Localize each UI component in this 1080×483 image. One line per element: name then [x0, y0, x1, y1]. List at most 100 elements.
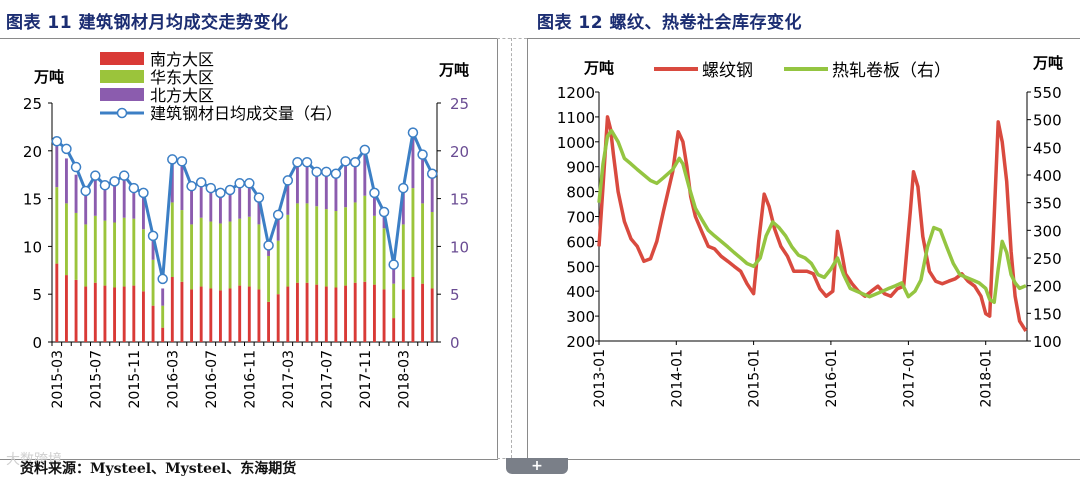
x-tick-label: 2017-01 — [901, 349, 917, 408]
bar-east — [372, 215, 376, 285]
y2-tick-label: 15 — [450, 191, 469, 209]
bar-east — [84, 224, 88, 287]
point-daily-volume — [340, 156, 351, 167]
bar-south — [103, 285, 107, 342]
point-daily-volume — [417, 149, 428, 160]
y-tick-label: 800 — [566, 184, 595, 202]
x-tick-label: 2016-11 — [242, 350, 258, 409]
bar-east — [401, 224, 405, 290]
bar-east — [103, 220, 107, 286]
y2-tick-label: 150 — [1033, 305, 1062, 323]
bar-east — [218, 223, 222, 291]
bar-south — [199, 286, 203, 342]
legend-swatch-bar-south — [100, 52, 144, 65]
y2-tick-label: 250 — [1033, 250, 1062, 268]
bar-east — [247, 216, 251, 287]
bar-east — [353, 202, 357, 283]
y-tick-label: 1000 — [557, 134, 595, 152]
y-tick-label: 300 — [566, 308, 595, 326]
bar-north — [372, 190, 376, 216]
bar-south — [55, 263, 59, 342]
bar-south — [180, 281, 184, 342]
point-daily-volume — [70, 161, 82, 173]
bar-east — [392, 283, 396, 319]
bar-north — [305, 162, 309, 204]
y2-tick-label: 450 — [1033, 139, 1062, 157]
y-axis-unit-right: 万吨 — [1032, 54, 1063, 72]
bar-north — [334, 169, 338, 212]
bar-north — [247, 185, 251, 217]
point-daily-volume — [234, 178, 245, 189]
figure-left-title: 图表 11 建筑钢材月均成交走势变化 — [6, 13, 289, 33]
x-tick-label: 2015-07 — [88, 350, 104, 409]
point-daily-volume — [244, 178, 255, 189]
bar-north — [122, 177, 126, 218]
bar-south — [363, 281, 367, 342]
bar-east — [228, 221, 232, 289]
x-tick-label: 2016-07 — [204, 350, 220, 409]
point-daily-volume — [330, 168, 342, 179]
y-axis-unit-left: 万吨 — [583, 59, 614, 77]
legend-label: 建筑钢材日均成交量（右） — [150, 104, 342, 123]
bar-south — [209, 288, 213, 342]
y-axis-unit-left: 万吨 — [33, 68, 64, 86]
point-daily-volume — [349, 157, 361, 168]
bar-east — [161, 305, 165, 328]
bar-south — [315, 284, 319, 342]
bar-north — [103, 185, 107, 221]
bar-east — [180, 210, 184, 282]
bar-south — [141, 291, 145, 342]
bar-south — [392, 318, 396, 342]
y2-tick-label: 0 — [450, 334, 460, 352]
x-tick-label: 2015-11 — [127, 350, 143, 409]
bar-north — [190, 189, 194, 225]
point-daily-volume — [109, 176, 120, 187]
bar-east — [64, 203, 68, 276]
y-tick-label: 900 — [566, 159, 595, 177]
y-tick-label: 25 — [23, 95, 42, 113]
point-daily-volume — [272, 209, 284, 221]
y-tick-label: 1100 — [557, 109, 595, 127]
point-daily-volume — [407, 127, 419, 138]
point-daily-volume — [253, 192, 265, 203]
bar-south — [161, 327, 165, 342]
point-daily-volume — [118, 170, 130, 181]
x-tick-label: 2017-03 — [281, 350, 297, 409]
y-tick-label: 400 — [566, 283, 595, 301]
point-daily-volume — [224, 184, 236, 196]
bar-south — [382, 289, 386, 342]
bar-south — [113, 287, 117, 342]
bar-north — [324, 168, 328, 210]
bar-east — [238, 218, 242, 286]
bar-north — [286, 179, 290, 215]
line-rebar — [597, 115, 1028, 332]
y2-tick-label: 20 — [450, 143, 469, 161]
bar-east — [209, 221, 213, 289]
x-tick-label: 2018-01 — [979, 349, 995, 408]
point-daily-volume — [426, 168, 438, 179]
y2-tick-label: 300 — [1033, 222, 1062, 240]
bar-east — [151, 259, 155, 306]
point-daily-volume — [282, 175, 294, 186]
y-tick-label: 0 — [32, 334, 42, 352]
bar-east — [267, 255, 271, 302]
bar-east — [199, 217, 203, 287]
y-tick-label: 20 — [23, 143, 42, 161]
x-tick-label: 2013-01 — [592, 349, 608, 408]
point-daily-volume — [359, 144, 371, 156]
y-tick-label: 700 — [566, 209, 595, 227]
legend-label: 北方大区 — [150, 86, 214, 105]
bar-south — [170, 276, 174, 342]
chart-left-panel: 0 5 10 15 20 25 0 5 10 15 20 25 万吨 万吨 2015-03 2015-07 20… — [0, 38, 498, 460]
bar-south — [421, 283, 425, 342]
y-tick-label: 600 — [566, 233, 595, 251]
bar-south — [353, 282, 357, 342]
bar-south — [238, 285, 242, 342]
y2-tick-label: 500 — [1033, 112, 1062, 130]
legend-label: 华东大区 — [150, 68, 214, 87]
bar-south — [334, 287, 338, 342]
y-tick-label: 200 — [566, 333, 595, 351]
bar-east — [430, 211, 434, 289]
expand-button[interactable]: + — [506, 458, 568, 474]
point-daily-volume — [80, 185, 91, 197]
